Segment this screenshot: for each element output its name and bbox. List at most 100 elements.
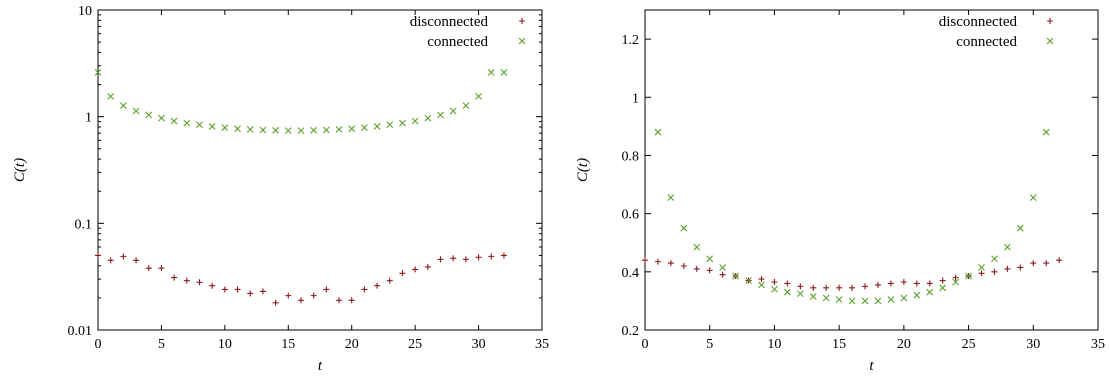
disconnected-point bbox=[399, 270, 405, 276]
disconnected-point bbox=[222, 286, 228, 292]
x-tick-label: 10 bbox=[767, 337, 781, 352]
disconnected-point bbox=[298, 297, 304, 303]
connected-point bbox=[349, 126, 355, 132]
legend-marker-disconnected bbox=[519, 18, 525, 24]
y-tick-label: 0.2 bbox=[622, 324, 640, 339]
disconnected-point bbox=[450, 255, 456, 261]
connected-point bbox=[196, 122, 202, 128]
connected-point bbox=[133, 108, 139, 114]
disconnected-point bbox=[1056, 257, 1062, 263]
disconnected-point bbox=[823, 285, 829, 291]
connected-point bbox=[476, 93, 482, 99]
connected-point bbox=[184, 120, 190, 126]
connected-point bbox=[979, 264, 985, 270]
disconnected-point bbox=[914, 280, 920, 286]
series-connected bbox=[95, 69, 507, 133]
connected-point bbox=[412, 118, 418, 124]
connected-point bbox=[914, 292, 920, 298]
x-tick-label: 25 bbox=[408, 337, 422, 352]
disconnected-point bbox=[488, 253, 494, 259]
connected-point bbox=[862, 298, 868, 304]
y-tick-label: 0.1 bbox=[75, 217, 93, 232]
connected-point bbox=[323, 127, 329, 133]
connected-point bbox=[425, 115, 431, 121]
connected-point bbox=[771, 286, 777, 292]
disconnected-point bbox=[1043, 260, 1049, 266]
x-tick-label: 30 bbox=[472, 337, 486, 352]
connected-point bbox=[810, 294, 816, 300]
x-tick-label: 5 bbox=[706, 337, 713, 352]
connected-point bbox=[797, 291, 803, 297]
y-tick-label: 1 bbox=[85, 111, 92, 126]
connected-point bbox=[1030, 195, 1036, 201]
x-tick-label: 5 bbox=[158, 337, 165, 352]
connected-point bbox=[655, 129, 661, 135]
x-tick-label: 0 bbox=[95, 337, 102, 352]
x-tick-label: 35 bbox=[1091, 337, 1105, 352]
disconnected-point bbox=[901, 279, 907, 285]
connected-point bbox=[399, 120, 405, 126]
disconnected-point bbox=[273, 300, 279, 306]
disconnected-point bbox=[95, 252, 101, 258]
x-axis-label: t bbox=[318, 358, 323, 374]
connected-point bbox=[681, 225, 687, 231]
x-tick-label: 30 bbox=[1026, 337, 1040, 352]
connected-point bbox=[108, 93, 114, 99]
disconnected-point bbox=[784, 280, 790, 286]
connected-point bbox=[501, 69, 507, 75]
legend-label-connected: connected bbox=[956, 34, 1017, 50]
disconnected-point bbox=[260, 288, 266, 294]
disconnected-point bbox=[184, 278, 190, 284]
disconnected-point bbox=[387, 278, 393, 284]
disconnected-point bbox=[133, 257, 139, 263]
connected-point bbox=[1004, 244, 1010, 250]
legend-marker-connected bbox=[1047, 38, 1053, 44]
disconnected-point bbox=[668, 260, 674, 266]
connected-point bbox=[888, 296, 894, 302]
connected-point bbox=[438, 112, 444, 118]
legend-label-disconnected: disconnected bbox=[939, 14, 1018, 30]
connected-point bbox=[901, 295, 907, 301]
connected-point bbox=[120, 103, 126, 109]
connected-point bbox=[991, 256, 997, 262]
connected-point bbox=[784, 289, 790, 295]
y-tick-label: 0.4 bbox=[622, 266, 640, 281]
disconnected-point bbox=[285, 293, 291, 299]
connected-point bbox=[707, 256, 713, 262]
connected-point bbox=[235, 126, 241, 132]
connected-point bbox=[720, 264, 726, 270]
connected-point bbox=[311, 127, 317, 133]
connected-point bbox=[158, 115, 164, 121]
disconnected-point bbox=[463, 256, 469, 262]
legend-label-connected: connected bbox=[427, 34, 488, 50]
x-tick-label: 15 bbox=[281, 337, 295, 352]
x-tick-label: 20 bbox=[345, 337, 359, 352]
disconnected-point bbox=[771, 279, 777, 285]
series-disconnected bbox=[642, 257, 1062, 291]
connected-point bbox=[222, 125, 228, 131]
disconnected-point bbox=[694, 266, 700, 272]
connected-point bbox=[298, 128, 304, 134]
disconnected-point bbox=[720, 272, 726, 278]
disconnected-point bbox=[758, 276, 764, 282]
x-tick-label: 20 bbox=[897, 337, 911, 352]
connected-point bbox=[209, 123, 215, 129]
connected-point bbox=[488, 69, 494, 75]
connected-point bbox=[758, 282, 764, 288]
left-chart-log-scale: 0 5 10 15 20 25 30 35 0.01 0.1 1 10 t C(t) disconnecte… bbox=[12, 4, 549, 374]
connected-point bbox=[171, 118, 177, 124]
disconnected-point bbox=[323, 286, 329, 292]
disconnected-point bbox=[171, 275, 177, 281]
disconnected-point bbox=[412, 266, 418, 272]
x-axis-label: t bbox=[869, 358, 874, 374]
disconnected-point bbox=[707, 267, 713, 273]
disconnected-point bbox=[196, 279, 202, 285]
right-chart-linear-scale: 0 5 10 15 20 25 30 350.20.40.60.811.2tC(t)disco… bbox=[575, 10, 1105, 374]
connected-point bbox=[260, 127, 266, 133]
series-disconnected bbox=[95, 252, 507, 305]
disconnected-point bbox=[120, 253, 126, 259]
connected-point bbox=[823, 295, 829, 301]
connected-point bbox=[849, 298, 855, 304]
x-tick-label: 0 bbox=[642, 337, 649, 352]
